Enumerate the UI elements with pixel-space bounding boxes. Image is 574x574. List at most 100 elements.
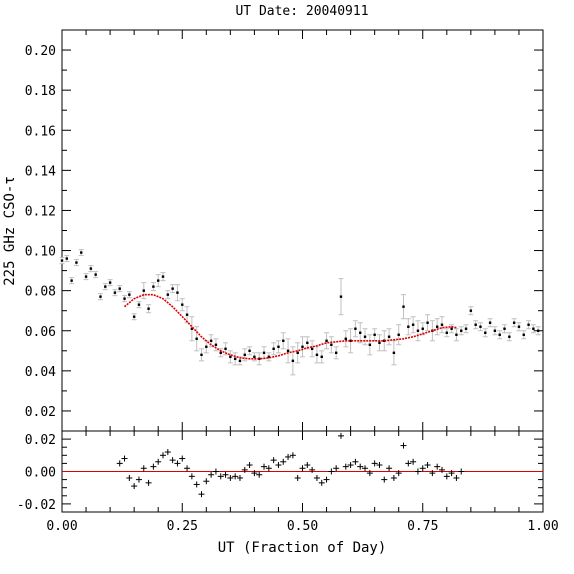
- data-point: [378, 341, 381, 344]
- data-point: [60, 259, 64, 262]
- data-point: [205, 345, 208, 348]
- residual-point: [160, 452, 167, 459]
- data-point: [291, 359, 295, 363]
- residual-point: [352, 458, 359, 465]
- data-point: [306, 341, 309, 344]
- residual-point: [333, 465, 340, 472]
- residual-point: [232, 473, 239, 480]
- y-tick-label: 0.20: [25, 44, 56, 59]
- residual-point: [434, 463, 441, 470]
- y-tick-label: 0.14: [25, 164, 56, 179]
- data-point: [435, 325, 439, 328]
- data-point: [267, 355, 271, 359]
- data-point: [209, 339, 213, 342]
- residual-point: [275, 462, 282, 469]
- residual-point: [184, 465, 191, 472]
- residual-point: [251, 470, 258, 477]
- data-point: [229, 355, 232, 359]
- data-point: [190, 327, 194, 330]
- residual-point: [299, 465, 306, 472]
- data-point: [517, 325, 521, 328]
- residual-point: [318, 479, 325, 486]
- data-point: [320, 355, 323, 359]
- residual-point: [227, 474, 234, 481]
- residual-point: [140, 465, 147, 472]
- residual-point: [328, 468, 335, 475]
- data-point: [349, 339, 352, 342]
- residual-point: [198, 491, 205, 498]
- residual-point: [405, 460, 412, 467]
- data-point: [359, 331, 362, 334]
- residual-point: [217, 473, 224, 480]
- data-point: [512, 321, 516, 324]
- plot-frame: [61, 29, 544, 432]
- residual-point: [179, 455, 186, 462]
- data-point: [104, 285, 107, 288]
- x-tick-label: 1.00: [527, 519, 558, 534]
- data-point: [421, 327, 424, 330]
- residual-point: [304, 462, 311, 469]
- data-point: [262, 351, 266, 355]
- data-point: [108, 281, 112, 284]
- y-axis-label: 225 GHz CSO-τ: [2, 176, 18, 286]
- data-point: [407, 325, 410, 328]
- y-tick-label: 0.12: [25, 204, 56, 219]
- data-point: [128, 293, 131, 296]
- residual-point: [203, 478, 210, 485]
- residual-point: [126, 474, 133, 481]
- data-point: [277, 345, 280, 348]
- data-point: [171, 287, 174, 290]
- fit-curve: [123, 293, 457, 360]
- residual-point: [443, 473, 450, 480]
- data-point: [426, 321, 429, 324]
- data-point: [402, 305, 405, 308]
- data-point: [325, 339, 328, 342]
- data-point: [132, 315, 136, 318]
- residual-point: [285, 453, 292, 460]
- residual-point: [419, 465, 426, 472]
- y-tick-label: 0.10: [25, 245, 56, 260]
- data-point: [233, 357, 237, 361]
- data-point: [89, 267, 93, 270]
- y-tick-label: 0.18: [25, 84, 56, 99]
- residual-point: [371, 460, 378, 467]
- residual-point: [212, 468, 219, 475]
- residual-point: [357, 463, 364, 470]
- data-point: [387, 335, 391, 338]
- residual-point: [424, 462, 431, 469]
- data-point: [460, 329, 463, 332]
- residual-point: [289, 452, 296, 459]
- data-point: [522, 333, 525, 336]
- data-point: [214, 343, 218, 346]
- data-point: [195, 337, 198, 340]
- data-point: [84, 275, 88, 278]
- data-point: [152, 285, 155, 288]
- data-point: [479, 325, 482, 328]
- residual-point: [453, 474, 460, 481]
- residual-point: [410, 458, 417, 465]
- chart-title: UT Date: 20040911: [235, 4, 368, 19]
- data-point: [310, 347, 314, 350]
- data-point: [224, 347, 227, 350]
- residual-point: [395, 470, 402, 477]
- x-tick-label: 0.75: [407, 519, 438, 534]
- data-point: [243, 353, 246, 357]
- data-point: [118, 287, 121, 290]
- residual-point: [280, 458, 287, 465]
- y-tick-label: 0.02: [25, 433, 56, 448]
- data-point: [166, 293, 170, 296]
- y-tick-label: 0.02: [25, 405, 56, 420]
- residual-point: [337, 432, 344, 439]
- data-point: [488, 321, 492, 324]
- residual-point: [169, 457, 176, 464]
- data-point: [200, 353, 203, 357]
- residual-point: [261, 463, 268, 470]
- data-point: [411, 323, 415, 326]
- residual-point: [135, 476, 142, 483]
- data-point: [368, 343, 372, 346]
- residual-point: [174, 460, 181, 467]
- y-tick-label: 0.06: [25, 325, 56, 340]
- data-point: [248, 349, 251, 352]
- residual-point: [131, 483, 138, 490]
- x-tick-label: 0.25: [167, 519, 198, 534]
